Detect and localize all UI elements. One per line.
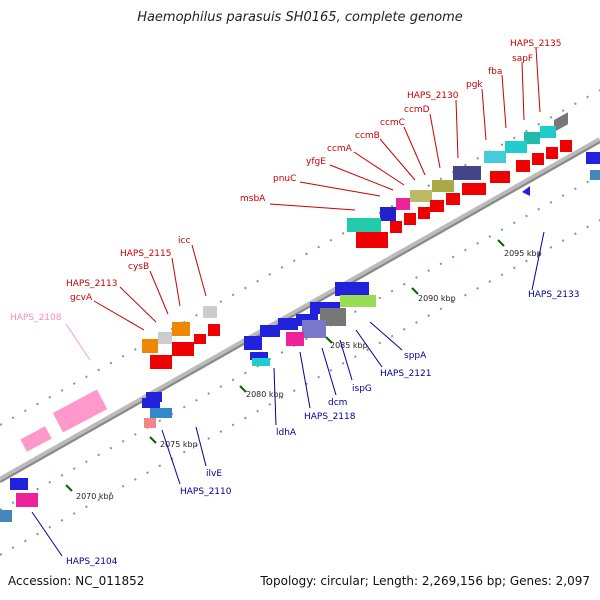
gene-block — [347, 218, 381, 232]
gene-block — [20, 426, 52, 452]
gene-block — [432, 180, 454, 192]
gene-label: HAPS_2104 — [66, 557, 118, 567]
gene-block — [52, 389, 108, 433]
accession-label: Accession: NC_011852 — [8, 574, 145, 588]
gene-label: HAPS_2108 — [10, 313, 62, 323]
gene-block — [380, 207, 396, 221]
gene-block — [590, 170, 600, 180]
gene-block — [260, 325, 280, 337]
gene-block — [430, 200, 444, 212]
gene-block — [540, 126, 556, 138]
gene-block — [560, 140, 572, 152]
gene-label: yfgE — [306, 157, 326, 167]
gene-block — [404, 213, 416, 225]
gene-block — [390, 221, 402, 233]
gene-block — [158, 332, 172, 344]
kbp-label-2070: 2070 kbp — [76, 492, 114, 501]
gene-label: ccmC — [380, 118, 405, 128]
gene-block — [356, 232, 388, 248]
gene-block — [150, 408, 172, 418]
gene-block — [16, 493, 38, 507]
gene-block — [194, 334, 206, 344]
gene-block — [320, 308, 346, 326]
forward-features — [20, 112, 600, 452]
gene-label: HAPS_2130 — [407, 91, 459, 101]
top-leaders — [93, 47, 541, 331]
gene-label: fba — [488, 67, 502, 77]
gene-label: ccmD — [404, 105, 430, 115]
gene-label: HAPS_2115 — [120, 249, 171, 259]
gene-block — [554, 112, 568, 132]
gene-block — [524, 132, 540, 144]
genome-summary: Topology: circular; Length: 2,269,156 bp… — [260, 574, 590, 588]
gene-block — [505, 141, 527, 153]
gene-label: ccmB — [355, 131, 380, 141]
gene-block — [203, 306, 217, 318]
gene-block — [490, 171, 510, 183]
gene-label: ldhA — [276, 428, 297, 438]
gene-block — [244, 336, 262, 350]
gene-block — [252, 358, 270, 366]
gene-block — [286, 332, 304, 346]
gene-block — [142, 398, 160, 408]
gene-label: HAPS_2110 — [180, 487, 232, 497]
gene-label: pnuC — [273, 174, 296, 184]
gene-block — [586, 152, 600, 164]
gene-block — [340, 295, 376, 307]
gene-block — [396, 198, 410, 210]
gene-label: sppA — [404, 351, 427, 361]
gene-label: HAPS_2118 — [304, 412, 356, 422]
gene-label: ispG — [352, 384, 372, 394]
genome-backbone — [0, 137, 600, 483]
gene-label: HAPS_2113 — [66, 279, 117, 289]
gene-block — [208, 324, 220, 336]
gene-block — [516, 160, 530, 172]
gene-label: icc — [178, 236, 190, 246]
kbp-label-2095: 2095 kbp — [504, 249, 542, 258]
gene-label: pgk — [466, 80, 483, 90]
gene-block — [335, 282, 369, 296]
kbp-label-2075: 2075 kbp — [160, 440, 198, 449]
reverse-features — [0, 186, 530, 522]
gene-block — [142, 339, 158, 353]
kbp-label-2090: 2090 kbp — [418, 294, 456, 303]
gene-block — [0, 510, 12, 522]
gene-block — [302, 320, 326, 338]
gene-label: ccmA — [327, 144, 353, 154]
gene-block — [150, 355, 172, 369]
gene-block — [462, 183, 486, 195]
kbp-label-2080: 2080 kbp — [246, 390, 284, 399]
gene-block — [446, 193, 460, 205]
gene-label: sapF — [512, 54, 533, 64]
gene-block — [532, 153, 544, 165]
major-ticks — [65, 239, 505, 492]
gene-block — [278, 318, 298, 330]
gene-block — [146, 392, 162, 402]
gene-block — [546, 147, 558, 159]
gene-block — [10, 478, 28, 490]
gene-block — [250, 352, 268, 360]
gene-block — [172, 342, 194, 356]
gene-label: HAPS_2135 — [510, 39, 561, 49]
gene-block — [144, 418, 156, 428]
kbp-label-2085: 2085 kbp — [330, 341, 368, 350]
map-title: Haemophilus parasuis SH0165, complete ge… — [137, 10, 463, 25]
gene-block — [410, 190, 432, 202]
gene-label: dcm — [328, 398, 347, 408]
gene-label: ilvE — [206, 469, 222, 479]
bottom-leaders — [31, 231, 545, 557]
gene-block — [484, 151, 506, 163]
pink-leaders — [65, 323, 91, 361]
gene-label: HAPS_2121 — [380, 369, 431, 379]
gene-block — [172, 322, 190, 336]
gene-arrow — [522, 186, 530, 196]
gene-label: msbA — [240, 194, 266, 204]
gene-block — [418, 207, 430, 219]
gene-block — [453, 166, 481, 180]
gene-label: cysB — [128, 262, 149, 272]
gene-label: gcvA — [70, 293, 93, 303]
gene-label: HAPS_2133 — [528, 290, 579, 300]
